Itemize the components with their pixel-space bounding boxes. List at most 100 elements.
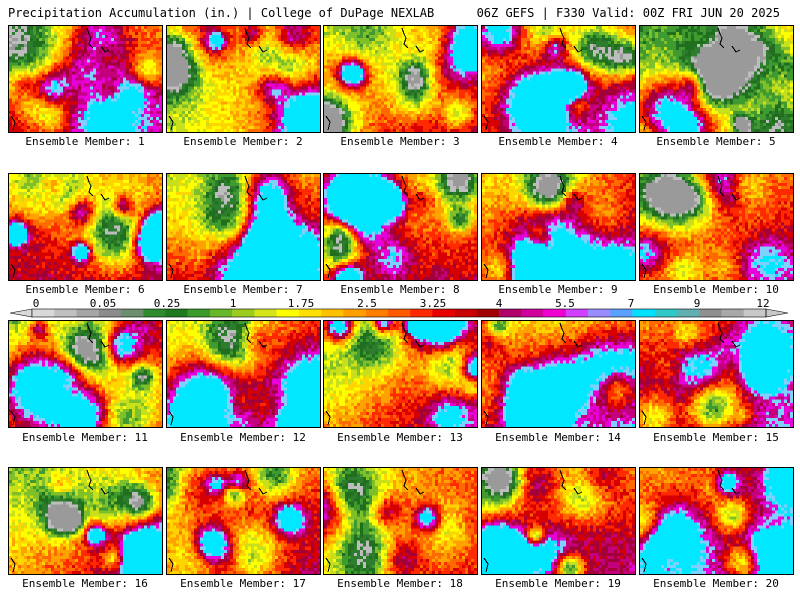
precip-colorbar	[9, 308, 789, 318]
precip-field	[324, 174, 477, 280]
colorbar-swatch	[365, 309, 389, 317]
coast-outline	[731, 193, 741, 201]
member-label: Ensemble Member: 14	[479, 431, 637, 444]
colorbar-swatch	[743, 309, 767, 317]
colorbar-swatch	[165, 309, 188, 317]
coast-outline	[100, 193, 110, 201]
coast-outline	[641, 263, 647, 279]
colorbar-label: 2.5	[357, 297, 377, 310]
colorbar-swatch	[276, 309, 300, 317]
lake-outline	[559, 27, 567, 49]
precip-field	[482, 468, 635, 574]
precip-field	[324, 321, 477, 427]
member-map-8	[323, 173, 478, 281]
colorbar-swatch	[76, 309, 99, 317]
colorbar-swatch	[32, 309, 55, 317]
colorbar-swatch	[232, 309, 255, 317]
member-label: Ensemble Member: 8	[321, 283, 479, 296]
member-label: Ensemble Member: 18	[321, 577, 479, 590]
colorbar-swatch	[677, 309, 700, 317]
precip-field	[324, 468, 477, 574]
colorbar-swatch	[254, 309, 277, 317]
coast-outline	[258, 45, 268, 53]
member-label: Ensemble Member: 10	[637, 283, 795, 296]
coast-outline	[641, 115, 647, 131]
coast-outline	[100, 45, 110, 53]
coast-outline	[258, 487, 268, 495]
colorbar-swatch	[98, 309, 122, 317]
coast-outline	[483, 410, 489, 426]
colorbar-label: 0.05	[90, 297, 117, 310]
coast-outline	[168, 557, 174, 573]
coast-outline	[10, 115, 16, 131]
member-label: Ensemble Member: 11	[6, 431, 164, 444]
member-label: Ensemble Member: 5	[637, 135, 795, 148]
member-map-18	[323, 467, 478, 575]
precip-field	[482, 26, 635, 132]
member-map-4	[481, 25, 636, 133]
colorbar-swatch	[410, 309, 433, 317]
precip-field	[482, 321, 635, 427]
coast-outline	[325, 263, 331, 279]
coast-outline	[258, 193, 268, 201]
member-map-1	[8, 25, 163, 133]
coast-outline	[573, 45, 583, 53]
member-label: Ensemble Member: 17	[164, 577, 322, 590]
member-map-20	[639, 467, 794, 575]
member-label: Ensemble Member: 20	[637, 577, 795, 590]
coast-outline	[573, 340, 583, 348]
coast-outline	[483, 115, 489, 131]
colorbar-swatch	[610, 309, 633, 317]
precip-field	[324, 26, 477, 132]
coast-outline	[168, 410, 174, 426]
lake-outline	[244, 322, 252, 344]
member-map-15	[639, 320, 794, 428]
lake-outline	[717, 27, 725, 49]
colorbar-swatch	[454, 309, 478, 317]
member-map-12	[166, 320, 321, 428]
colorbar-swatch	[321, 309, 344, 317]
colorbar-swatch	[721, 309, 744, 317]
colorbar-label: 1	[230, 297, 237, 310]
lake-outline	[559, 469, 567, 491]
coast-outline	[573, 193, 583, 201]
member-label: Ensemble Member: 6	[6, 283, 164, 296]
precip-field	[640, 26, 793, 132]
colorbar-swatch	[543, 309, 567, 317]
colorbar-min-arrow	[9, 308, 33, 318]
member-map-2	[166, 25, 321, 133]
lake-outline	[244, 27, 252, 49]
lake-outline	[401, 27, 409, 49]
colorbar-swatch	[499, 309, 522, 317]
coast-outline	[415, 193, 425, 201]
coast-outline	[100, 340, 110, 348]
colorbar-swatch	[521, 309, 544, 317]
colorbar-label: 7	[628, 297, 635, 310]
coast-outline	[10, 263, 16, 279]
member-map-9	[481, 173, 636, 281]
colorbar-label: 5.5	[555, 297, 575, 310]
precip-field	[9, 174, 162, 280]
coast-outline	[100, 487, 110, 495]
precip-field	[482, 174, 635, 280]
colorbar-label: 9	[694, 297, 701, 310]
colorbar-label: 0	[33, 297, 40, 310]
member-map-10	[639, 173, 794, 281]
member-label: Ensemble Member: 13	[321, 431, 479, 444]
coast-outline	[731, 487, 741, 495]
member-map-13	[323, 320, 478, 428]
precip-field	[640, 321, 793, 427]
colorbar-swatch	[432, 309, 455, 317]
member-map-11	[8, 320, 163, 428]
lake-outline	[86, 175, 94, 197]
colorbar-swatch	[387, 309, 411, 317]
member-label: Ensemble Member: 2	[164, 135, 322, 148]
coast-outline	[325, 557, 331, 573]
coast-outline	[731, 340, 741, 348]
coast-outline	[10, 557, 16, 573]
member-map-7	[166, 173, 321, 281]
coast-outline	[415, 340, 425, 348]
colorbar-swatch	[343, 309, 366, 317]
coast-outline	[415, 487, 425, 495]
coast-outline	[325, 115, 331, 131]
